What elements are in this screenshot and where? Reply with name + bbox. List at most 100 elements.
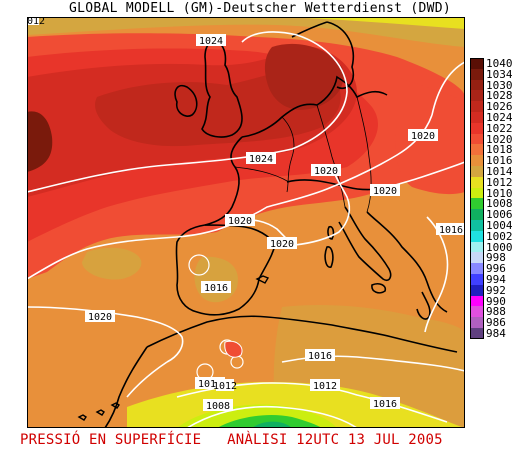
legend-swatch [470,284,484,296]
isobar-label-bg [408,129,438,141]
isobar-label-bg [436,223,465,235]
legend-swatch [470,165,484,177]
isobar-label: 1020 [314,166,338,177]
algeria-low [224,340,243,358]
legend-label: 1012 [486,175,513,189]
legend-entry: 1024 [470,110,516,124]
legend-swatch [470,144,484,156]
field-1028 [264,43,344,110]
legend-swatch [470,187,484,199]
legend-entry: 1040 [470,58,516,69]
legend-entry: 990 [470,295,516,307]
legend-label: 984 [486,326,506,340]
legend-label: 1010 [486,186,513,200]
legend-swatch [470,219,484,231]
legend-entry: 1026 [470,101,516,112]
legend-label: 1014 [486,164,513,178]
isobar-label-bg [196,34,226,46]
isobar-label: 1016 [439,225,463,236]
legend-swatch [470,90,484,102]
legend-entry: 1020 [470,132,516,146]
isobar-label: 1024 [199,36,223,47]
isobar-label: 1020 [270,239,294,250]
isobar-label: 1020 [411,131,435,142]
legend-label: 1016 [486,154,513,168]
isobar-label-bg [370,397,400,409]
legend-label: 1000 [486,240,513,254]
legend-label: 986 [486,316,506,330]
legend-entry: 1012 [470,175,516,189]
legend-swatch [470,252,484,264]
legend-swatch [470,58,484,69]
legend-swatch [470,306,484,318]
legend-label: 1008 [486,197,513,211]
isobar-label-bg [225,214,255,226]
legend-swatch [470,198,484,210]
isobar-label-bg [305,349,335,361]
isobar-label-bg [85,310,115,322]
legend-swatch [470,241,484,253]
isobar-labels: 1024 1024 1020 1020 1020 1020 1020 1020 … [27,17,465,412]
legend-swatch [470,176,484,188]
footer-variable: PRESSIÓ EN SUPERFÍCIE [20,432,202,448]
isobar-label: 1020 [373,186,397,197]
legend-label: 1022 [486,121,513,135]
pressure-map: 1024 1024 1020 1020 1020 1020 1020 1020 … [27,17,465,428]
legend-label: 1024 [486,110,513,124]
legend-swatch [470,209,484,220]
isobar-label-bg [310,379,340,391]
islands [77,275,270,421]
footer-analysis-time: ANÀLISI 12UTC 13 JUL 2005 [227,432,443,448]
isobar-label-bg [27,17,39,25]
legend-swatch [470,230,484,242]
legend-label: 1040 [486,57,513,70]
legend-entry: 1004 [470,218,516,232]
legend-entry: 1030 [470,78,516,92]
legend-swatch [470,317,484,328]
isobar-label: 1024 [249,154,273,165]
legend-label: 996 [486,262,506,276]
legend-swatch [470,273,484,285]
legend-entry: 1028 [470,90,516,101]
legend-swatch [470,79,484,91]
legend-label: 1006 [486,208,513,222]
legend-swatch [470,295,484,307]
corner-isobar-label: 012 [27,17,45,27]
map-title: GLOBAL MODELL (GM)-Deutscher Wetterdiens… [69,1,451,16]
legend-label: 1004 [486,218,513,232]
isobar-label: 1016 [198,379,222,390]
legend-entry: 1016 [470,155,516,166]
legend-swatch [470,111,484,123]
isobar-label-bg [311,164,341,176]
legend-entry: 984 [470,326,516,340]
isobar-label-bg [370,184,400,196]
isobar-label-bg [201,281,231,293]
legend-label: 1026 [486,100,513,114]
legend-label: 1028 [486,89,513,103]
map-frame [27,17,465,428]
pressure-map-canvas: 1024 1024 1020 1020 1020 1020 1020 1020 … [27,17,465,428]
legend-label: 988 [486,305,506,319]
legend-swatch [470,263,484,274]
isobar-label-partial: 1012 [213,381,237,392]
legend-label: 1030 [486,78,513,92]
field-1012-north [27,17,465,29]
field-1016-north [27,17,465,47]
legend-entry: 1002 [470,230,516,242]
isobar-label: 1020 [88,312,112,323]
field-1006-south [252,421,292,428]
legend-entry: 988 [470,306,516,317]
isobar-label: 1016 [308,351,332,362]
map-footer: PRESSIÓ EN SUPERFÍCIE ANÀLISI 12UTC 13 J… [20,432,490,448]
legend-swatch [470,133,484,145]
legend-entry: 986 [470,317,516,328]
legend-rows: 1040 1034 1030 1028 1026 1024 1022 1020 1018 1016… [470,58,516,339]
legend-label: 1020 [486,132,513,146]
legend-entry: 1008 [470,198,516,209]
legend-label: 998 [486,251,506,265]
legend-entry: 994 [470,272,516,286]
legend-label: 992 [486,283,506,297]
borders [234,96,372,213]
legend-label: 994 [486,272,506,286]
legend-swatch [470,155,484,166]
